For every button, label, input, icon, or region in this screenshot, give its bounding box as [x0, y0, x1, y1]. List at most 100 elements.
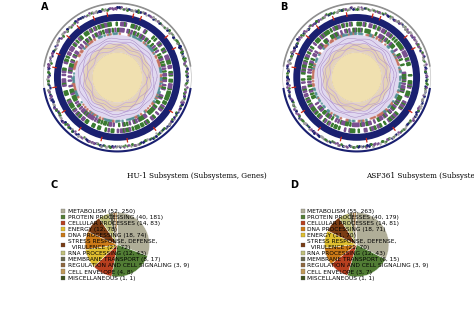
- Wedge shape: [74, 88, 76, 90]
- Wedge shape: [360, 28, 361, 32]
- Wedge shape: [325, 245, 356, 264]
- Wedge shape: [384, 113, 388, 116]
- Wedge shape: [383, 115, 385, 118]
- Wedge shape: [379, 27, 381, 31]
- Wedge shape: [111, 120, 113, 121]
- Wedge shape: [157, 59, 159, 61]
- Wedge shape: [104, 118, 105, 119]
- Wedge shape: [131, 118, 132, 119]
- Wedge shape: [371, 127, 374, 130]
- Wedge shape: [303, 62, 307, 64]
- Wedge shape: [398, 44, 401, 47]
- Wedge shape: [328, 122, 331, 125]
- Wedge shape: [111, 129, 112, 132]
- Wedge shape: [321, 43, 324, 46]
- Wedge shape: [330, 112, 332, 115]
- Wedge shape: [68, 52, 72, 54]
- Wedge shape: [324, 40, 327, 43]
- Wedge shape: [309, 89, 313, 91]
- Wedge shape: [129, 121, 131, 125]
- Wedge shape: [155, 98, 156, 100]
- Wedge shape: [340, 31, 343, 34]
- Wedge shape: [119, 28, 120, 32]
- Wedge shape: [141, 116, 144, 119]
- Wedge shape: [85, 45, 87, 47]
- Wedge shape: [303, 90, 307, 92]
- Wedge shape: [380, 35, 382, 38]
- Wedge shape: [62, 79, 65, 80]
- Wedge shape: [105, 30, 107, 33]
- Wedge shape: [364, 128, 366, 132]
- Wedge shape: [164, 98, 168, 100]
- Wedge shape: [158, 62, 161, 64]
- Wedge shape: [310, 93, 314, 95]
- Wedge shape: [123, 29, 124, 32]
- Wedge shape: [385, 109, 388, 111]
- Wedge shape: [82, 118, 85, 121]
- Wedge shape: [373, 25, 375, 29]
- Wedge shape: [358, 129, 359, 133]
- Wedge shape: [395, 101, 399, 104]
- Wedge shape: [140, 117, 142, 120]
- Wedge shape: [118, 123, 120, 127]
- Wedge shape: [168, 88, 171, 90]
- Wedge shape: [303, 63, 307, 65]
- Wedge shape: [146, 44, 148, 46]
- Wedge shape: [70, 65, 73, 67]
- Wedge shape: [109, 29, 111, 32]
- Wedge shape: [149, 109, 152, 113]
- Wedge shape: [326, 39, 329, 42]
- Wedge shape: [142, 36, 145, 40]
- Wedge shape: [323, 118, 326, 122]
- Wedge shape: [375, 32, 377, 36]
- Wedge shape: [374, 126, 376, 129]
- Wedge shape: [63, 82, 66, 83]
- Wedge shape: [360, 33, 361, 34]
- Wedge shape: [153, 100, 156, 103]
- Wedge shape: [80, 36, 83, 39]
- Wedge shape: [107, 29, 108, 33]
- Wedge shape: [398, 90, 400, 91]
- Wedge shape: [153, 106, 156, 109]
- Wedge shape: [77, 103, 80, 106]
- Wedge shape: [345, 30, 346, 33]
- Wedge shape: [336, 36, 338, 39]
- Wedge shape: [160, 70, 162, 71]
- Wedge shape: [158, 97, 162, 99]
- Wedge shape: [381, 29, 384, 32]
- Wedge shape: [75, 92, 77, 94]
- Wedge shape: [382, 36, 384, 40]
- Wedge shape: [301, 73, 305, 74]
- Wedge shape: [366, 122, 367, 126]
- Wedge shape: [65, 93, 68, 96]
- Wedge shape: [78, 114, 81, 117]
- Wedge shape: [169, 84, 172, 85]
- Wedge shape: [322, 34, 325, 37]
- Wedge shape: [384, 44, 386, 45]
- Wedge shape: [312, 96, 316, 99]
- Wedge shape: [319, 107, 323, 110]
- Wedge shape: [311, 77, 314, 79]
- Wedge shape: [394, 113, 397, 116]
- Wedge shape: [70, 90, 73, 92]
- Wedge shape: [135, 116, 137, 118]
- Wedge shape: [324, 45, 327, 47]
- Wedge shape: [143, 42, 145, 43]
- Wedge shape: [101, 36, 102, 37]
- Wedge shape: [92, 113, 94, 116]
- Wedge shape: [384, 109, 387, 112]
- Wedge shape: [158, 91, 161, 93]
- Wedge shape: [405, 58, 409, 60]
- Wedge shape: [137, 115, 140, 118]
- Wedge shape: [143, 30, 146, 33]
- Wedge shape: [100, 24, 103, 28]
- Wedge shape: [400, 106, 403, 109]
- Wedge shape: [391, 107, 394, 109]
- Wedge shape: [337, 37, 339, 39]
- Wedge shape: [67, 53, 71, 55]
- Wedge shape: [399, 59, 402, 61]
- Wedge shape: [308, 84, 311, 85]
- Wedge shape: [155, 50, 159, 53]
- Wedge shape: [391, 50, 393, 52]
- Wedge shape: [392, 100, 394, 102]
